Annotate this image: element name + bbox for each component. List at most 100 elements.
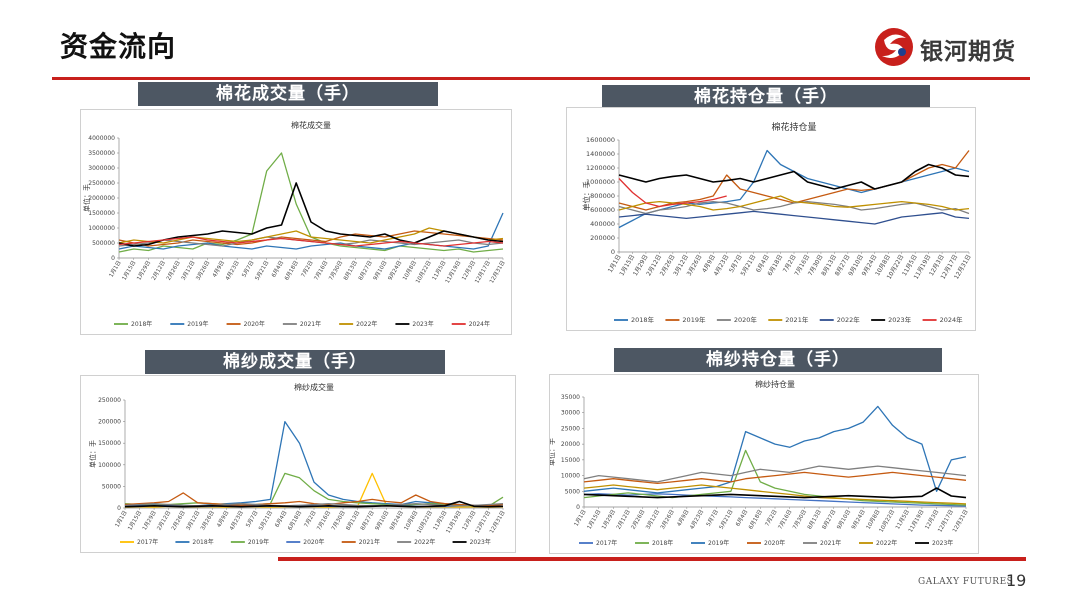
series-line [124, 503, 504, 507]
chart-title: 棉纱成交量 [294, 382, 334, 392]
series-line [583, 465, 967, 483]
legend-label: 2018年 [192, 538, 213, 546]
y-tick-label: 1500000 [88, 210, 115, 217]
y-tick-label: 200000 [590, 234, 615, 242]
y-axis-label: 单位：手 [581, 181, 591, 211]
x-tick-label: 6月18日 [283, 260, 300, 282]
series-line [618, 210, 970, 225]
legend-label: 2023年 [470, 538, 491, 546]
y-tick-label: 400000 [590, 220, 615, 228]
galaxy-swirl-icon [875, 28, 913, 66]
x-tick-label: 3月26日 [199, 510, 216, 532]
y-tick-label: 600000 [590, 206, 615, 214]
y-tick-label: 250000 [98, 397, 121, 404]
y-tick-label: 1200000 [586, 164, 615, 172]
x-tick-label: 8月27日 [357, 260, 374, 282]
galaxy-futures-logo: 银河期货 [872, 26, 1042, 68]
series-line [124, 472, 504, 507]
footer-divider [278, 557, 1026, 561]
x-tick-label: 7月2日 [300, 260, 315, 279]
series-line [583, 487, 967, 499]
legend-label: 2024年 [940, 315, 964, 324]
x-tick-label: 1月29日 [135, 260, 152, 282]
x-tick-label: 5月21日 [257, 510, 274, 532]
legend-label: 2019年 [248, 538, 269, 546]
x-tick-label: 3月26日 [195, 260, 212, 282]
x-tick-label: 7月30日 [327, 260, 344, 282]
y-tick-label: 1000000 [88, 225, 115, 232]
x-tick-label: 5月21日 [718, 509, 735, 531]
x-tick-label: 6月4日 [274, 510, 289, 529]
x-tick-label: 6月18日 [747, 509, 764, 531]
x-tick-label: 5月7日 [241, 260, 256, 279]
series-line [618, 163, 970, 190]
y-tick-label: 2500000 [88, 180, 115, 187]
x-tick-label: 3月12日 [185, 510, 202, 532]
x-tick-label: 5月7日 [705, 509, 720, 528]
legend-label: 2023年 [888, 315, 912, 324]
banner-c2: 棉花持仓量（手） [602, 85, 930, 109]
x-tick-label: 1月29日 [600, 509, 617, 531]
legend-label: 2018年 [652, 539, 673, 547]
series-line [583, 493, 967, 507]
header-divider [52, 77, 1030, 80]
y-tick-label: 35000 [561, 394, 580, 401]
x-tick-label: 2月12日 [150, 260, 167, 282]
x-tick-label: 4月9日 [211, 260, 226, 279]
x-tick-label: 10月8日 [403, 510, 420, 532]
y-axis-label: 单位：手 [82, 184, 91, 212]
x-tick-label: 5月21日 [254, 260, 271, 282]
x-tick-label: 8月13日 [345, 510, 362, 532]
legend-label: 2022年 [876, 539, 897, 547]
x-tick-label: 9月10日 [372, 260, 389, 282]
legend-label: 2021年 [820, 539, 841, 547]
x-tick-label: 4月9日 [215, 510, 230, 529]
y-tick-label: 1600000 [586, 136, 615, 144]
series-line [124, 500, 504, 508]
x-tick-label: 7月2日 [764, 509, 779, 528]
legend-label: 2020年 [734, 315, 758, 324]
y-tick-label: 0 [576, 504, 580, 511]
chart-title: 棉花成交量 [291, 120, 331, 130]
legend-label: 2021年 [785, 315, 809, 324]
legend-label: 2022年 [837, 315, 861, 324]
chart-cotton-open-interest: 棉花持仓量 单位：手 0 200000 400000 600000 800000 100000… [566, 107, 976, 331]
legend-label: 2023年 [412, 320, 433, 328]
chart-title: 棉纱持仓量 [755, 379, 795, 389]
y-tick-label: 100000 [98, 462, 121, 469]
series-line [118, 227, 504, 244]
chart-yarn-volume: 棉纱成交量 单位：手 0 50000 100000 150000 200000 250000 1… [80, 375, 516, 553]
x-tick-label: 8月13日 [806, 509, 823, 531]
x-tick-label: 1月15日 [586, 509, 603, 531]
x-tick-label: 7月30日 [330, 510, 347, 532]
y-tick-label: 150000 [98, 440, 121, 447]
x-tick-label: 8月13日 [342, 260, 359, 282]
banner-c3: 棉纱成交量（手） [145, 350, 445, 374]
x-tick-label: 3月12日 [644, 509, 661, 531]
x-tick-label: 2月26日 [630, 509, 647, 531]
x-tick-label: 8月27日 [821, 509, 838, 531]
legend-label: 2021年 [300, 320, 321, 328]
legend-label: 2020年 [244, 320, 265, 328]
y-tick-label: 5000 [565, 488, 580, 495]
y-axis-label: 单位：手 [88, 440, 97, 468]
legend-label: 2017年 [596, 539, 617, 547]
x-tick-label: 7月16日 [313, 260, 330, 282]
x-tick-label: 10月8日 [865, 509, 882, 531]
legend-label: 2020年 [303, 538, 324, 546]
x-tick-label: 7月16日 [777, 509, 794, 531]
series-line [118, 182, 504, 247]
x-tick-label: 3月26日 [659, 509, 676, 531]
brand-name: 银河期货 [920, 39, 1016, 65]
legend-label: 2019年 [682, 315, 706, 324]
legend-label: 2018年 [631, 315, 655, 324]
y-tick-label: 25000 [561, 425, 580, 432]
y-tick-label: 3500000 [88, 150, 115, 157]
x-tick-label: 1月1日 [573, 509, 588, 528]
y-tick-label: 800000 [590, 192, 615, 200]
x-tick-label: 9月10日 [835, 509, 852, 531]
y-tick-label: 50000 [102, 483, 121, 490]
